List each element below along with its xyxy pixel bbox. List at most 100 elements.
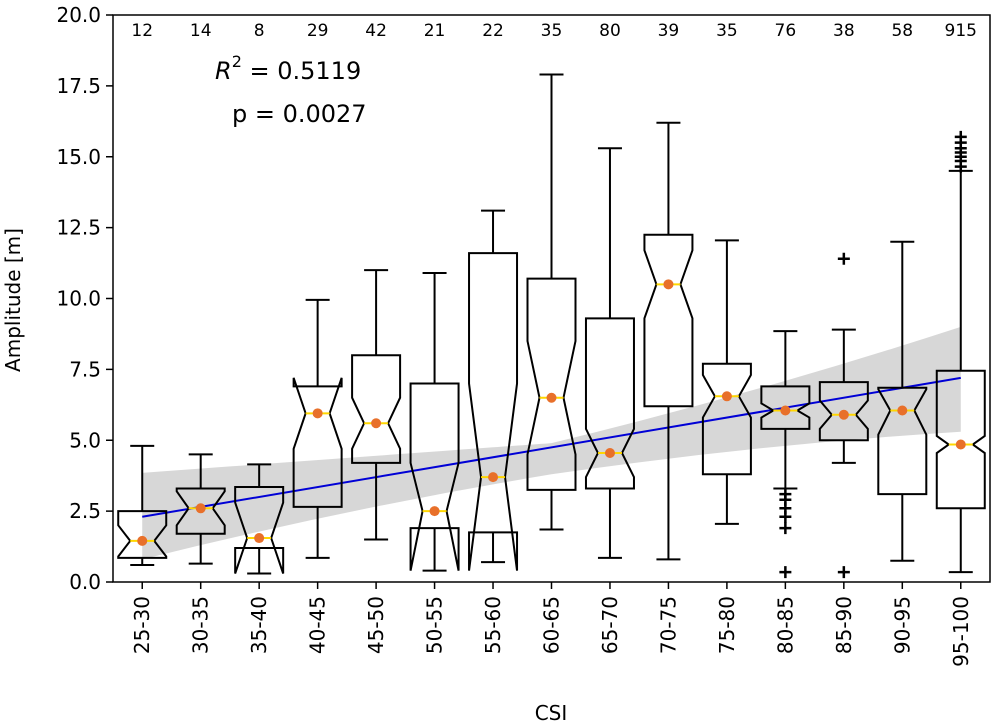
median-marker [137,535,148,546]
y-tick-label: 17.5 [56,74,101,98]
box-70-75: 39 [643,21,694,561]
notched-box [117,510,168,559]
box-80-85: 76 [760,21,811,579]
notched-box [175,487,226,535]
p-value-annotation: p = 0.0027 [232,100,367,128]
x-tick-label: 50-55 [423,596,447,654]
flier [837,566,850,579]
y-tick-label: 12.5 [56,216,101,240]
flier [779,510,792,523]
notched-box [818,381,869,442]
flier [954,130,967,143]
x-tick-label: 75-80 [715,596,739,654]
axis-layer: 25-30 30-35 35-40 40-45 45-50 50-55 55-60 60-65… [56,3,972,667]
count-label: 22 [482,21,504,41]
x-tick-label: 35-40 [247,596,271,654]
y-tick-label: 7.5 [69,357,101,381]
x-tick-label: 60-65 [540,596,564,654]
plot-frame [112,14,991,583]
notched-box [234,486,285,574]
notched-box [935,369,986,510]
notched-box [701,362,752,476]
y-tick-label: 0.0 [69,570,101,594]
count-label: 12 [131,21,153,41]
x-tick-label: 95-100 [949,596,973,667]
r-squared-symbol: R [215,57,232,85]
flier [837,252,850,265]
median-marker [371,418,382,429]
median-marker [838,409,849,420]
box-90-95: 58 [877,21,928,562]
notched-box [760,385,811,430]
median-marker [488,472,499,483]
y-tick-label: 5.0 [69,428,101,452]
box-40-45: 29 [292,21,343,559]
notched-box [643,233,694,408]
notched-box [409,382,460,571]
r-squared-exponent: 2 [232,52,242,71]
box-30-35: 14 [175,21,226,565]
count-label: 39 [658,21,680,41]
count-label: 58 [891,21,913,41]
count-label: 29 [307,21,329,41]
notched-box [584,317,635,490]
median-marker [897,405,908,416]
median-marker [955,439,966,450]
notched-box [468,252,519,571]
y-tick-label: 20.0 [56,3,101,27]
confidence-band [142,326,961,560]
x-tick-label: 85-90 [832,596,856,654]
count-label: 76 [775,21,797,41]
count-label: 21 [424,21,446,41]
x-axis-title: CSI [535,701,568,725]
y-axis-title: Amplitude [m] [1,228,25,372]
notched-box [526,277,577,491]
notched-box [351,354,402,464]
median-marker [546,392,557,403]
y-tick-label: 15.0 [56,145,101,169]
median-marker [195,503,206,514]
x-tick-label: 70-75 [656,596,680,654]
box-layer: 12 14 8 29 42 21 22 35 80 39 35 76 38 58 915 [117,21,986,579]
notched-box [877,386,928,496]
x-tick-label: 65-70 [598,596,622,654]
median-marker [663,279,674,290]
flier [779,522,792,535]
x-tick-label: 40-45 [306,596,330,654]
regression-line [142,376,961,518]
box-55-60: 22 [468,21,519,571]
median-marker [721,391,732,402]
r-squared-annotation: R2 = 0.5119 [215,52,361,85]
box-65-70: 80 [584,21,635,559]
count-label: 38 [833,21,855,41]
r-squared-value: = 0.5119 [242,57,361,85]
y-tick-label: 2.5 [69,499,101,523]
regression-layer [142,376,961,518]
count-label: 42 [365,21,387,41]
y-tick-label: 10.0 [56,287,101,311]
count-label: 80 [599,21,621,41]
box-25-30: 12 [117,21,168,566]
notched-box [292,377,343,508]
confidence-band-layer [142,326,961,560]
box-95-100: 915 [935,21,986,574]
median-marker [604,448,615,459]
count-label: 14 [190,21,212,41]
x-tick-label: 25-30 [130,596,154,654]
box-85-90: 38 [818,21,869,579]
x-tick-label: 45-50 [364,596,388,654]
flier [779,566,792,579]
box-50-55: 21 [409,21,460,572]
median-marker [429,506,440,517]
x-tick-label: 55-60 [481,596,505,654]
count-label: 915 [945,21,977,41]
count-label: 35 [716,21,738,41]
count-label: 35 [541,21,563,41]
count-label: 8 [254,21,265,41]
box-45-50: 42 [351,21,402,541]
median-marker [254,533,265,544]
x-tick-label: 90-95 [890,596,914,654]
median-marker [780,405,791,416]
median-marker [312,408,323,419]
